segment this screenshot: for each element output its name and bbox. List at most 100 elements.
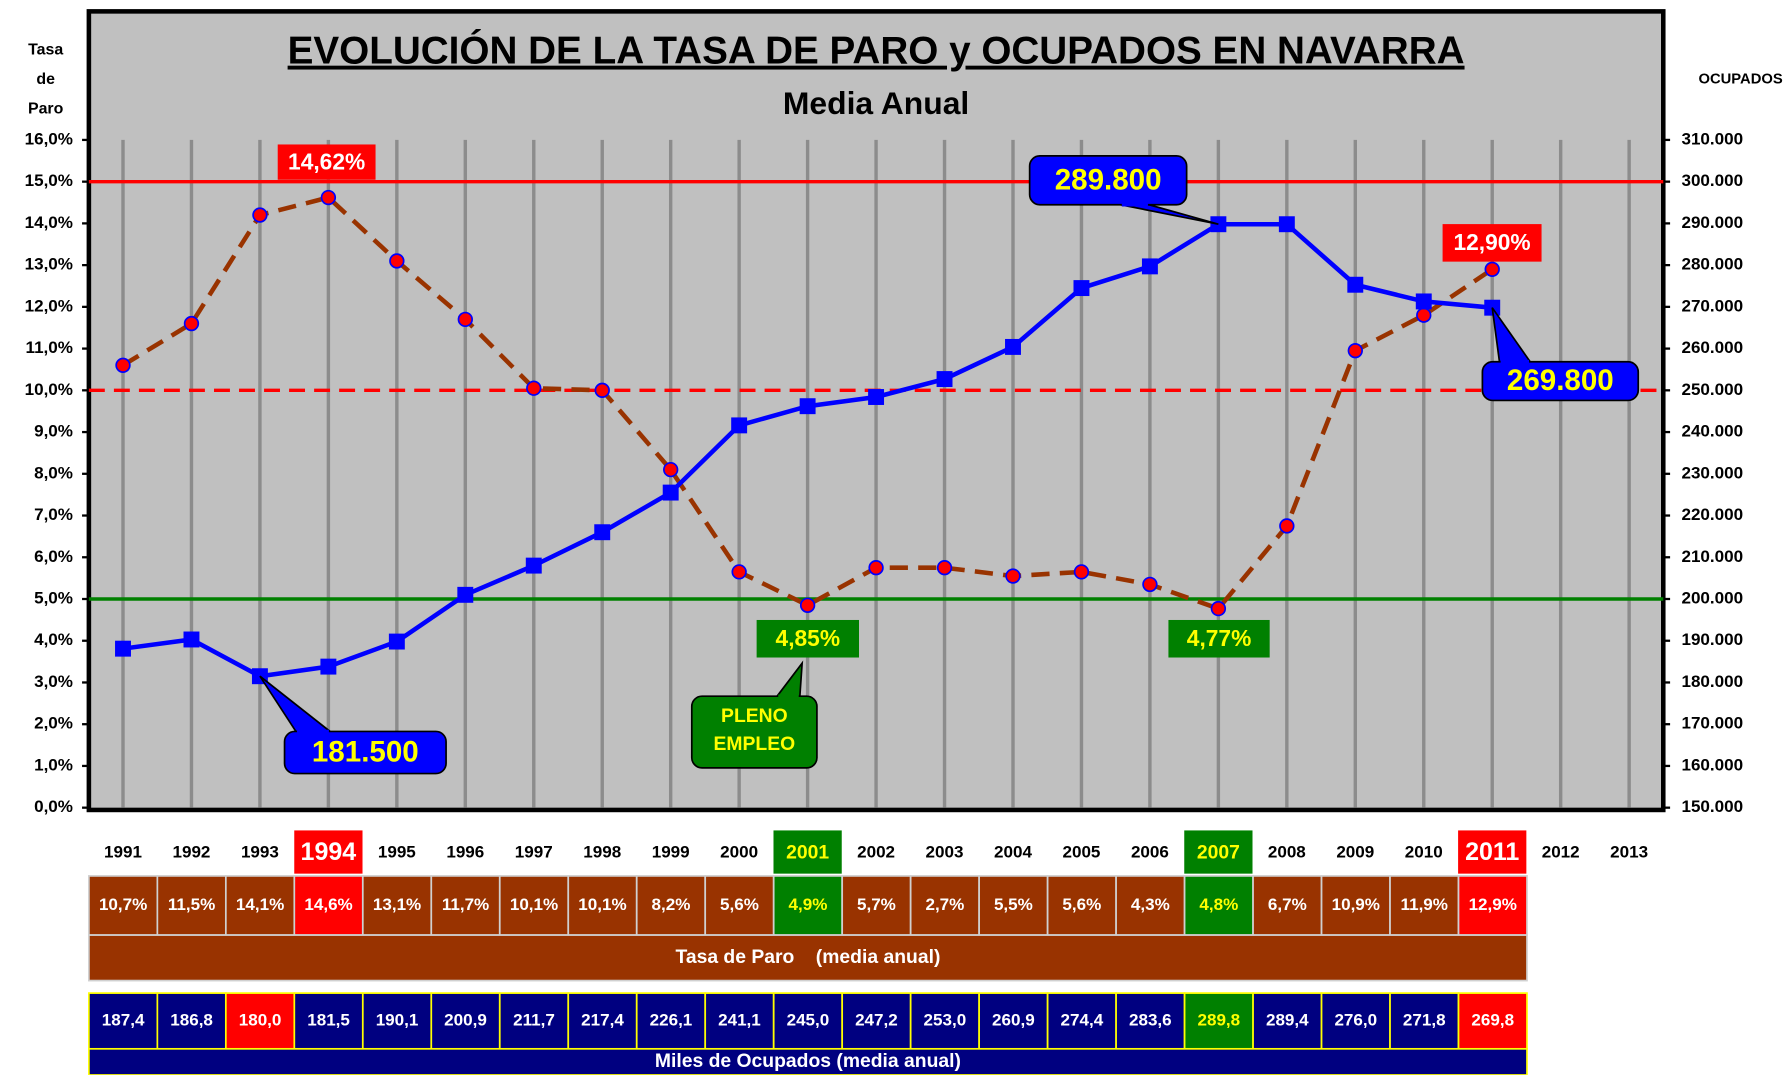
year-highlight bbox=[1458, 830, 1527, 874]
square-marker bbox=[1347, 276, 1364, 293]
y2-tick-label: 250.000 bbox=[1681, 380, 1743, 399]
table-cell-text: 226,1 bbox=[650, 1010, 693, 1029]
table-cell bbox=[224, 992, 296, 1050]
circle-marker bbox=[115, 357, 131, 373]
table-cell bbox=[1457, 875, 1528, 936]
circle-marker bbox=[799, 597, 816, 613]
table-cell bbox=[498, 875, 570, 936]
year-highlight bbox=[773, 830, 842, 874]
x-tick-label: 2012 bbox=[1542, 843, 1580, 862]
annotation-text: 269.800 bbox=[1507, 364, 1614, 397]
table-cell-text: 5,5% bbox=[994, 895, 1033, 914]
table-cell-text: 4,9% bbox=[789, 895, 828, 914]
y-tick-label: 16,0% bbox=[25, 129, 73, 148]
square-marker bbox=[731, 417, 748, 434]
y2-tick-label: 310.000 bbox=[1681, 129, 1743, 148]
x-tick-label: 2008 bbox=[1268, 843, 1306, 862]
table-cell-text: 269,8 bbox=[1471, 1010, 1514, 1029]
x-tick-label: 2002 bbox=[857, 843, 895, 862]
y-tick-label: 2,0% bbox=[34, 714, 73, 733]
y-tick-label: 15,0% bbox=[25, 171, 73, 190]
annotation-text: 14,62% bbox=[288, 148, 365, 174]
y-tick-label: 7,0% bbox=[34, 505, 73, 524]
callout-box bbox=[1028, 154, 1188, 206]
y-tick-label: 10,0% bbox=[25, 380, 73, 399]
table-cell-text: 283,6 bbox=[1129, 1010, 1172, 1029]
y-tick-label: 13,0% bbox=[25, 255, 73, 274]
callout-box bbox=[690, 695, 818, 769]
y2-axis-label: OCUPADOS bbox=[1699, 72, 1783, 88]
square-marker bbox=[1141, 258, 1158, 275]
x-tick-label: 2013 bbox=[1610, 843, 1648, 862]
y-tick-label: 0,0% bbox=[34, 797, 73, 816]
annotation-box bbox=[756, 619, 860, 658]
table-cell bbox=[704, 875, 775, 936]
x-tick-label: 2000 bbox=[720, 843, 758, 862]
table-cell bbox=[1252, 992, 1323, 1050]
x-tick-label: 1995 bbox=[378, 843, 416, 862]
year-highlight bbox=[294, 830, 363, 874]
table-cell-text: 217,4 bbox=[581, 1010, 624, 1029]
table-cell-text: 181,5 bbox=[307, 1010, 350, 1029]
chart-title: EVOLUCIÓN DE LA TASA DE PARO y OCUPADOS … bbox=[288, 29, 1465, 73]
y2-tick-label: 280.000 bbox=[1681, 255, 1743, 274]
table-cell-text: 10,9% bbox=[1332, 895, 1380, 914]
y2-tick-label: 150.000 bbox=[1681, 797, 1743, 816]
y-axis-label: Paro bbox=[28, 100, 64, 117]
table-cell-text: 274,4 bbox=[1061, 1010, 1104, 1029]
table-cell-text: 14,6% bbox=[304, 895, 352, 914]
table-cell-text: 8,2% bbox=[652, 895, 691, 914]
y-tick-label: 1,0% bbox=[34, 755, 73, 774]
table-cell-text: 10,1% bbox=[578, 895, 626, 914]
table-cell-text: 4,3% bbox=[1131, 895, 1170, 914]
square-marker bbox=[320, 658, 337, 675]
table-cell-text: 190,1 bbox=[376, 1010, 419, 1029]
y2-tick-label: 290.000 bbox=[1681, 213, 1743, 232]
table-cell-text: 211,7 bbox=[513, 1010, 555, 1029]
circle-marker bbox=[1142, 576, 1158, 593]
table-cell-text: 4,8% bbox=[1199, 895, 1238, 914]
table-cell bbox=[361, 875, 433, 936]
table-cell bbox=[224, 875, 296, 936]
table-cell-text: 180,0 bbox=[239, 1010, 282, 1029]
circle-marker bbox=[183, 315, 200, 332]
x-tick-label: 1997 bbox=[515, 843, 553, 862]
y-tick-label: 14,0% bbox=[25, 213, 73, 232]
year-highlight bbox=[1184, 830, 1253, 874]
y2-tick-label: 200.000 bbox=[1681, 588, 1743, 607]
table-title: Tasa de Paro (media anual) bbox=[675, 947, 940, 968]
annotation-text: 4,85% bbox=[776, 625, 841, 651]
y-tick-label: 3,0% bbox=[34, 672, 73, 691]
table-cell bbox=[909, 992, 980, 1050]
circle-marker bbox=[868, 560, 884, 576]
table-cell bbox=[635, 875, 707, 936]
y-tick-label: 4,0% bbox=[34, 630, 73, 649]
square-marker bbox=[1073, 280, 1090, 297]
y2-tick-label: 240.000 bbox=[1681, 422, 1743, 441]
annotation-text: PLENO bbox=[721, 706, 788, 727]
table-cell bbox=[498, 992, 570, 1050]
table-cell-text: 5,7% bbox=[857, 895, 896, 914]
square-marker bbox=[799, 398, 816, 415]
x-tick-label: 2005 bbox=[1062, 843, 1100, 862]
table-cell-text: 5,6% bbox=[720, 895, 759, 914]
circle-marker bbox=[1210, 600, 1227, 617]
y2-tick-label: 160.000 bbox=[1681, 755, 1743, 774]
table-cell-text: 5,6% bbox=[1062, 895, 1101, 914]
x-tick-label: 2001 bbox=[786, 842, 829, 863]
table-cell-text: 186,8 bbox=[170, 1010, 213, 1029]
circle-marker bbox=[1073, 564, 1090, 580]
circle-marker bbox=[936, 560, 953, 576]
table-cell-text: 289,4 bbox=[1266, 1010, 1309, 1029]
circle-marker bbox=[594, 382, 610, 399]
table-cell bbox=[1320, 992, 1391, 1050]
table-cell-text: 10,1% bbox=[510, 895, 558, 914]
table-cell bbox=[156, 992, 227, 1050]
annotation-box bbox=[1168, 619, 1270, 658]
y-tick-label: 5,0% bbox=[34, 588, 73, 607]
table-cell bbox=[1389, 992, 1460, 1050]
y2-tick-label: 270.000 bbox=[1681, 296, 1743, 315]
x-tick-label: 1992 bbox=[172, 843, 210, 862]
y-tick-label: 8,0% bbox=[34, 463, 73, 482]
